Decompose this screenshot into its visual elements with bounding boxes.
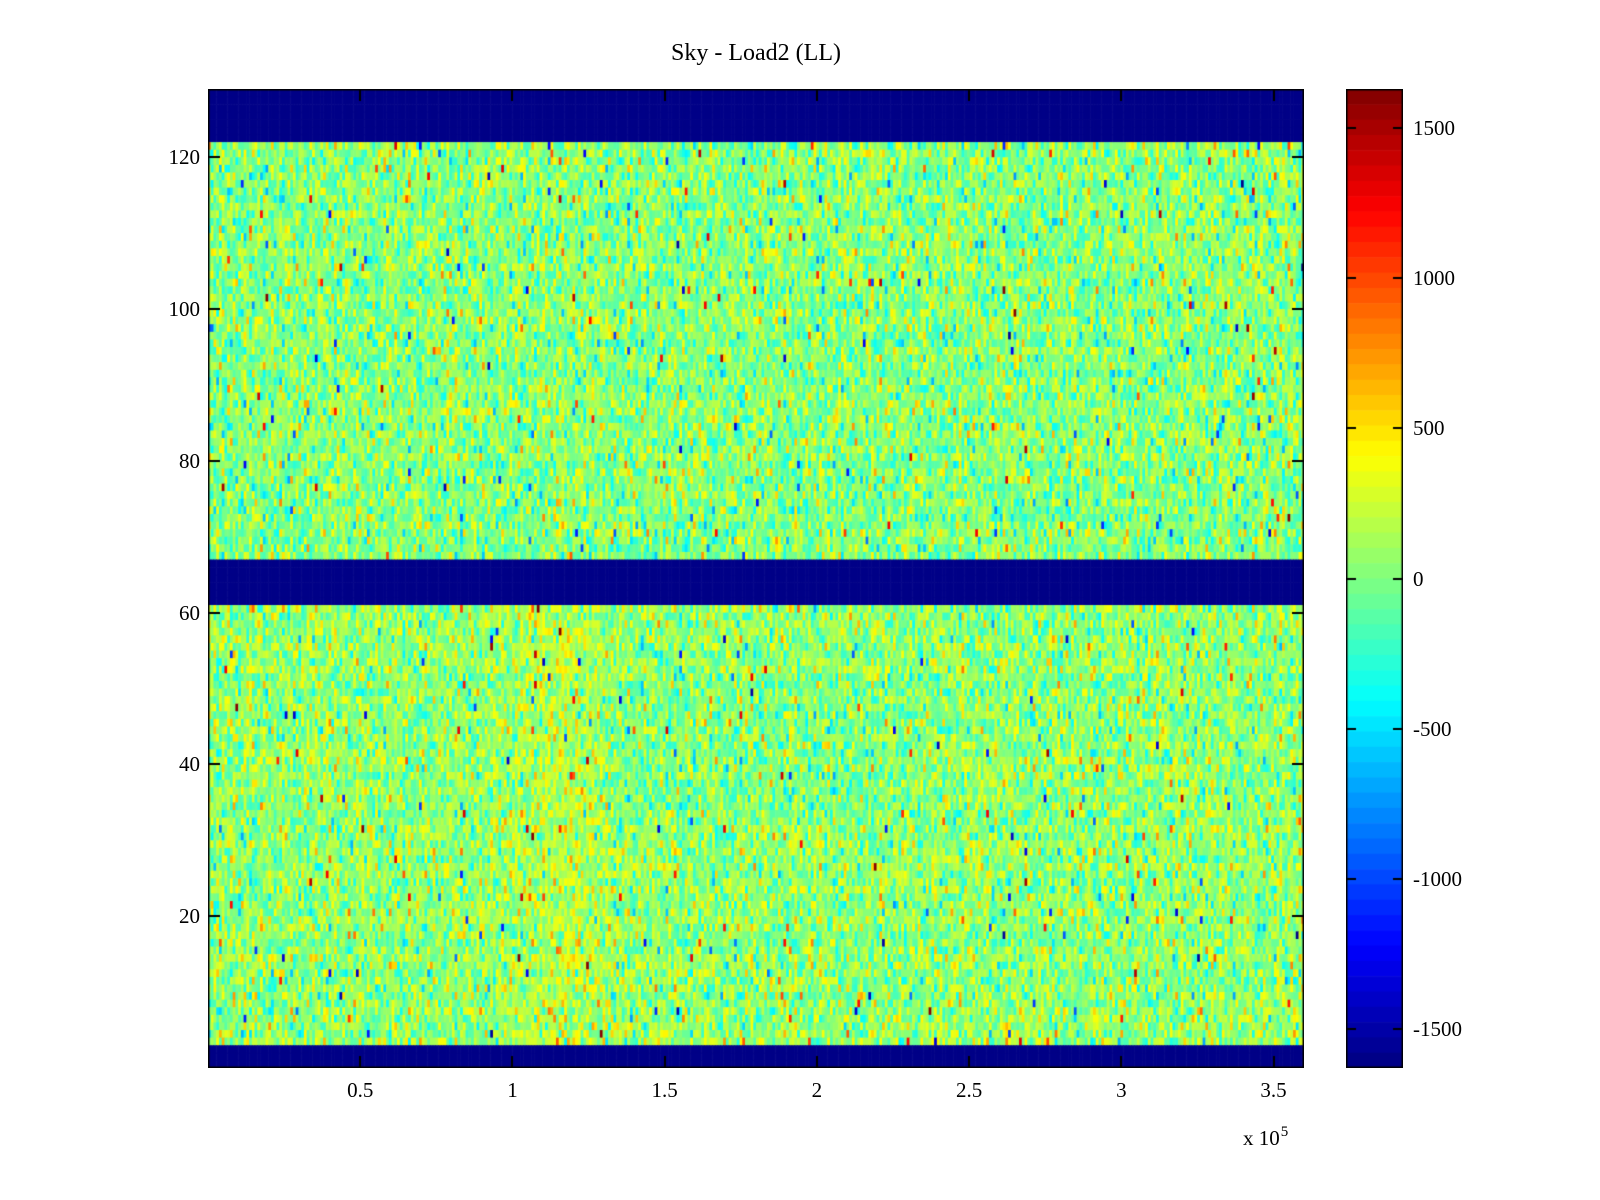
colorbar-tick-label: -1500 [1413, 1016, 1462, 1041]
colorbar-tick-label: 500 [1413, 416, 1445, 441]
x-tick-label: 2 [811, 1078, 823, 1102]
y-tick-label: 40 [179, 752, 200, 777]
x-scale-exponent: 5 [1280, 1124, 1289, 1140]
x-tick-label: 2.5 [955, 1078, 983, 1102]
y-tick-label: 80 [179, 448, 200, 473]
colorbar-tick-label: -1000 [1413, 866, 1462, 891]
x-scale-label: x 105 [1243, 1124, 1288, 1151]
y-tick-label: 100 [168, 297, 201, 322]
colorbar [1346, 89, 1403, 1068]
y-tick-label: 120 [168, 145, 201, 170]
plot-area [208, 89, 1304, 1068]
x-tick-label: 0.5 [347, 1078, 374, 1102]
x-tick-label: 3 [1116, 1078, 1127, 1102]
y-tick-label: 20 [179, 904, 200, 929]
heatmap-canvas [208, 89, 1304, 1068]
colorbar-tick-label: -500 [1413, 716, 1452, 741]
x-tick-label: 1.5 [651, 1078, 678, 1102]
colorbar-canvas [1346, 89, 1403, 1068]
colorbar-tick-label: 1500 [1413, 116, 1455, 141]
y-tick-label: 60 [179, 600, 200, 625]
colorbar-tick-label: 0 [1413, 566, 1424, 591]
colorbar-tick-label: 1000 [1413, 266, 1455, 291]
x-scale-base: x 10 [1243, 1126, 1280, 1150]
x-tick-label: 1 [507, 1078, 518, 1102]
x-tick-label: 3.5 [1260, 1078, 1287, 1102]
chart-title: Sky - Load2 (LL) [671, 40, 841, 66]
